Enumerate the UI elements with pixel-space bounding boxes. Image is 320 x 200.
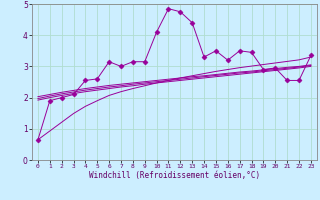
- X-axis label: Windchill (Refroidissement éolien,°C): Windchill (Refroidissement éolien,°C): [89, 171, 260, 180]
